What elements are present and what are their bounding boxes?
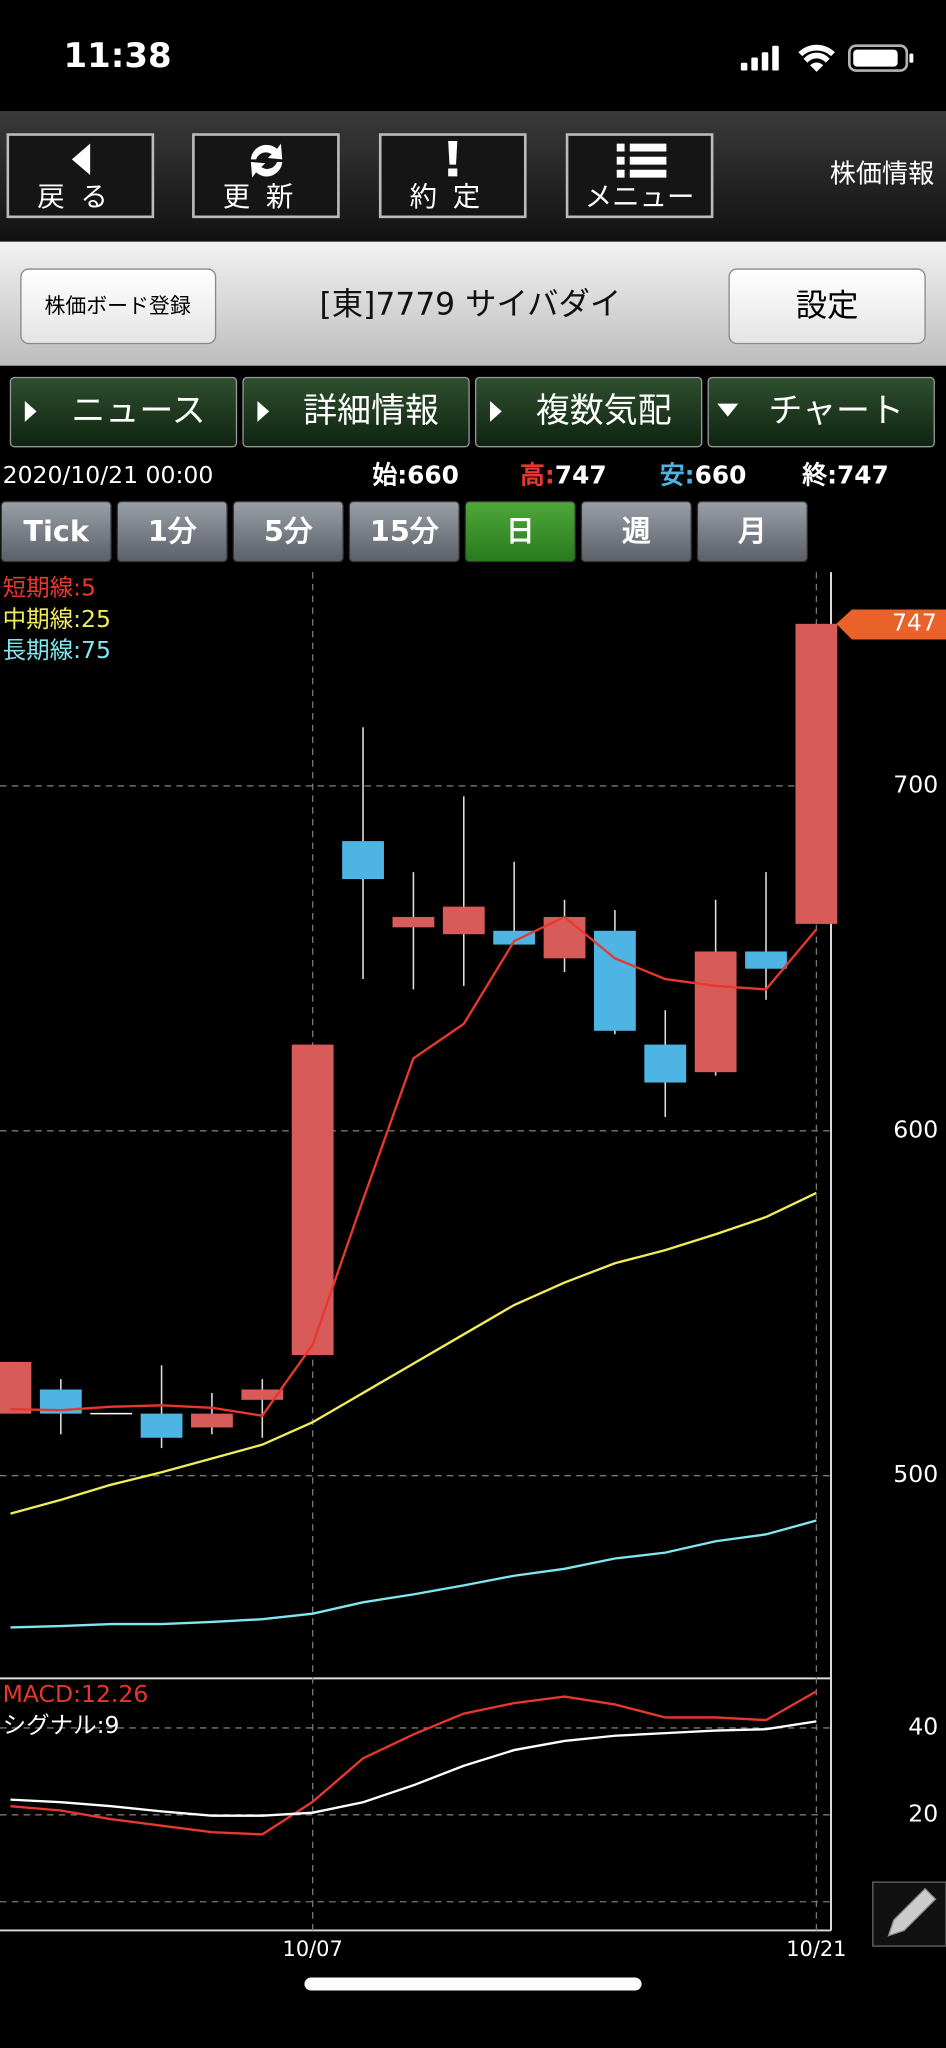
period-label[interactable]: Tick <box>23 514 89 548</box>
tabs: ニュース 詳細情報 複数気配 チャート <box>9 376 935 448</box>
toolbar-button-label[interactable]: 更新 <box>223 182 309 213</box>
quote-close: 終:747 <box>801 461 889 490</box>
home-indicator <box>304 1977 642 1991</box>
y-tick-label: 700 <box>893 770 938 798</box>
open-label: 始: <box>372 461 407 490</box>
high-label: 高: <box>520 461 555 490</box>
candle-body <box>745 951 787 969</box>
period-label[interactable]: 1分 <box>148 514 197 548</box>
toolbar-icon[interactable] <box>250 143 283 178</box>
status-icons <box>740 44 914 72</box>
series-line <box>10 1690 817 1836</box>
toolbar-icon[interactable] <box>71 143 91 176</box>
period-label[interactable]: 5分 <box>264 514 313 548</box>
candle-body <box>191 1413 233 1428</box>
candle-body <box>392 916 435 928</box>
tab[interactable] <box>474 376 703 448</box>
y-tick-label: 40 <box>908 1712 938 1740</box>
quote-datetime: 2020/10/21 00:00 <box>3 461 214 489</box>
toolbar-title: 株価情報 <box>830 160 934 190</box>
candle-body <box>795 623 838 924</box>
period-label[interactable]: 週 <box>622 514 651 548</box>
toolbar-buttons: 戻る 更新 約定 メニュー <box>6 133 714 219</box>
tab-label[interactable]: 複数気配 <box>536 391 672 431</box>
period-label[interactable]: 月 <box>738 514 767 548</box>
period-button[interactable] <box>696 500 808 563</box>
tab-arrow[interactable] <box>257 400 270 422</box>
stock-name: [東]7779 サイバダイ <box>320 287 622 323</box>
toolbar-button[interactable] <box>6 133 155 219</box>
series-line <box>10 915 818 1417</box>
tab[interactable] <box>242 376 470 448</box>
toolbar-button-label[interactable]: 戻る <box>37 182 123 213</box>
high-value: 747 <box>555 461 607 490</box>
close-value: 747 <box>837 461 889 490</box>
tab-arrow[interactable] <box>489 400 502 422</box>
candle-body <box>291 1044 334 1355</box>
low-value: 660 <box>695 461 747 490</box>
toolbar-button-label[interactable]: メニュー <box>585 182 695 213</box>
candle-body <box>644 1044 687 1083</box>
toolbar-button-label[interactable]: 約定 <box>410 182 496 213</box>
toolbar-icon[interactable] <box>448 141 458 177</box>
legend-entry: 中期線:25 <box>3 605 111 633</box>
tab[interactable] <box>707 376 935 448</box>
status-time: 11:38 <box>64 36 172 76</box>
x-tick-label: 10/07 <box>283 1937 343 1961</box>
period-button[interactable] <box>0 500 112 563</box>
last-price-marker <box>836 609 946 640</box>
y-tick-label: 600 <box>893 1115 938 1143</box>
x-tick-label: 10/21 <box>786 1937 846 1961</box>
y-tick-label: 20 <box>908 1799 938 1827</box>
settings-button-label[interactable]: 設定 <box>796 288 859 324</box>
candle-body <box>493 930 536 945</box>
last-price-label: 747 <box>892 608 937 636</box>
tab[interactable] <box>9 376 238 448</box>
period-button[interactable] <box>116 500 228 563</box>
period-button[interactable] <box>232 500 344 563</box>
settings-button[interactable] <box>728 268 926 345</box>
series-line <box>10 1519 817 1629</box>
y-tick-label: 500 <box>893 1460 938 1488</box>
legend-entry: 短期線:5 <box>3 574 96 602</box>
candle-body <box>140 1413 183 1438</box>
candle-body <box>0 1361 32 1414</box>
tab-arrow[interactable] <box>24 400 37 422</box>
low-label: 安: <box>660 461 695 490</box>
pencil-icon[interactable] <box>887 1887 937 1937</box>
period-buttons: Tick 1分 5分 15分 日 週 月 <box>0 500 808 563</box>
tab-arrow[interactable] <box>717 403 739 417</box>
candle-body <box>342 841 384 880</box>
register-button-label[interactable]: 株価ボード登録 <box>44 294 190 318</box>
candle-body <box>241 1389 284 1400</box>
period-button[interactable] <box>580 500 692 563</box>
toolbar-icon[interactable] <box>616 143 667 178</box>
quote-low: 安:660 <box>660 461 747 490</box>
legend-entry: 長期線:75 <box>3 636 111 664</box>
period-button[interactable] <box>348 500 460 563</box>
series-line <box>10 1191 817 1515</box>
quote-high: 高:747 <box>520 461 607 490</box>
register-button[interactable] <box>20 268 217 345</box>
candle-body <box>442 906 485 935</box>
candle-body <box>694 951 737 1073</box>
close-label: 終: <box>801 461 837 490</box>
tab-label[interactable]: チャート <box>768 391 904 431</box>
legend-entry: シグナル:9 <box>3 1711 120 1739</box>
open-value: 660 <box>407 461 459 490</box>
series-line <box>10 1720 817 1817</box>
tab-label[interactable]: 詳細情報 <box>303 391 439 431</box>
tab-label[interactable]: ニュース <box>71 391 205 431</box>
period-label[interactable]: 日 <box>506 514 535 548</box>
period-button[interactable] <box>464 500 576 563</box>
legend-entry: MACD:12.26 <box>3 1680 149 1708</box>
period-label[interactable]: 15分 <box>370 514 439 548</box>
quote-open: 始:660 <box>372 461 459 490</box>
chart: 50060070010/0710/21短期線:5中期線:25長期線:757470… <box>0 572 946 1961</box>
